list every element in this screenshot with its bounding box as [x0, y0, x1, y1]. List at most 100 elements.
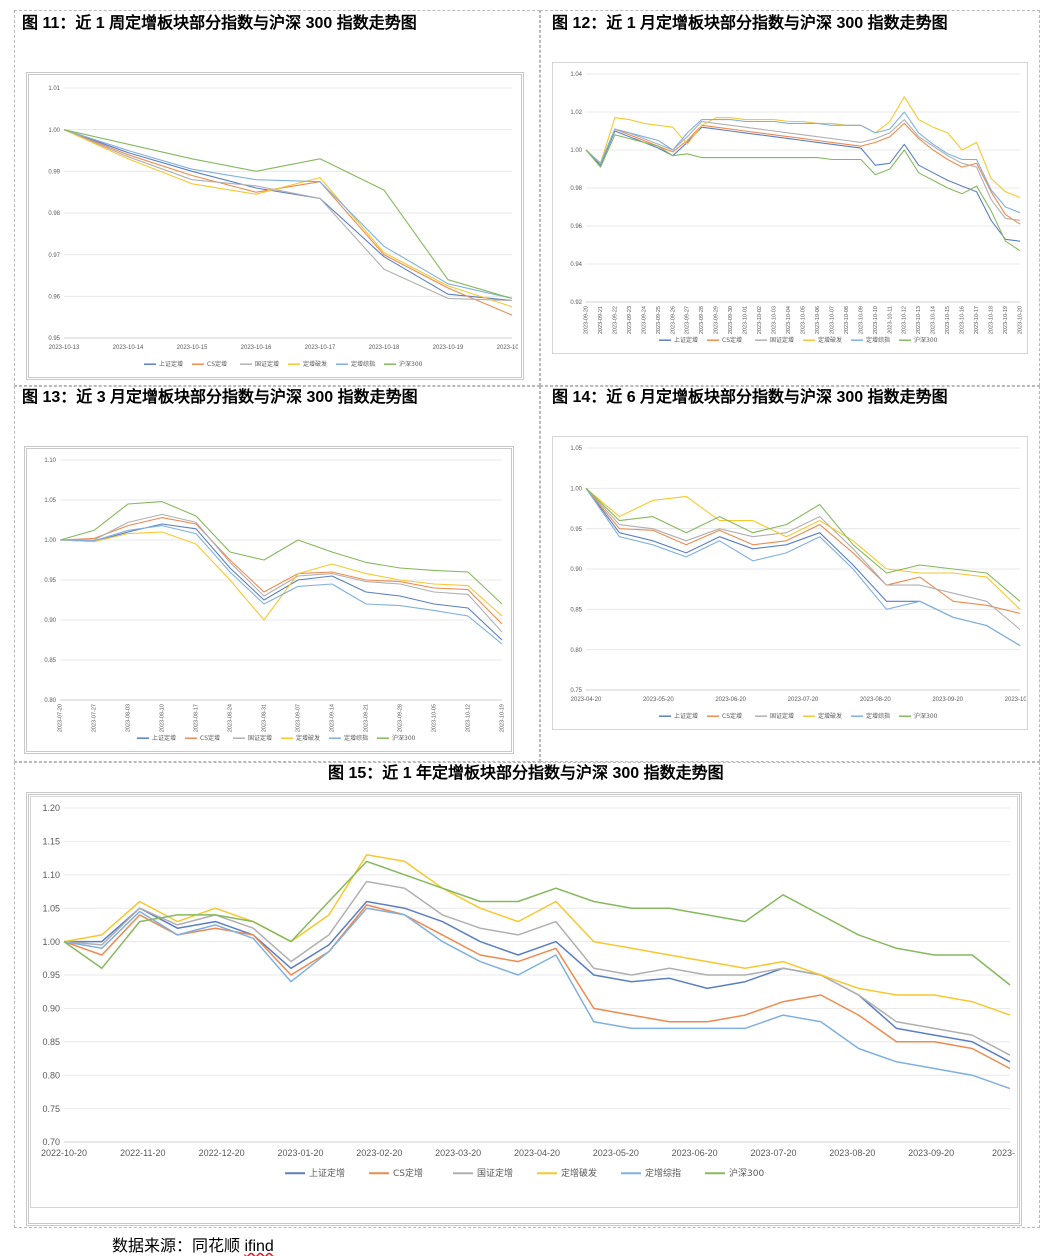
y-tick-label: 1.00 [44, 538, 56, 544]
y-tick-label: 1.00 [42, 937, 60, 947]
series-line [63, 904, 1011, 1070]
legend-label: 定增破发 [303, 360, 327, 368]
fig11-chart: 0.95 0.96 0.97 0.98 0.99 1.00 1.01 2023-10-13 20… [48, 86, 518, 368]
fig11-chart-frame [26, 72, 524, 380]
series-line [63, 129, 513, 299]
y-tick-label: 0.90 [44, 618, 56, 624]
data-source-brand: ifind [244, 1238, 274, 1255]
legend-label: CS定增 [722, 712, 742, 720]
x-tick-label: 2023-09-07 [295, 704, 301, 732]
y-tick-label: 0.85 [44, 658, 56, 664]
x-tick-label: 2023-08-24 [227, 704, 233, 732]
x-tick-label: 2023-07-20 [57, 704, 63, 732]
y-tick-label: 0.80 [42, 1070, 60, 1080]
x-tick-label: 2023-10-06 [815, 306, 821, 334]
fig12-chart-frame [552, 62, 1028, 354]
series-line [59, 525, 503, 645]
series-line [63, 129, 513, 316]
y-tick-label: 1.00 [570, 486, 582, 492]
legend-label: 国证定增 [477, 1167, 513, 1179]
legend-label: 定增破发 [561, 1167, 597, 1179]
fig12-chart: 0.92 0.94 0.96 0.98 1.00 1.02 1.04 2023-09-20 20… [570, 72, 1023, 344]
series-line [585, 96, 1021, 199]
x-tick-label: 2023-02-20 [356, 1148, 402, 1158]
x-tick-label: 2023-10-14 [113, 345, 144, 351]
series-line [59, 517, 503, 625]
x-tick-label: 2023-10-01 [743, 306, 749, 334]
x-tick-label: 2023-04-20 [514, 1148, 560, 1158]
legend-label: 沪深300 [729, 1167, 764, 1179]
legend-label: CS定增 [393, 1167, 423, 1179]
x-tick-label: 2023-10-12 [902, 306, 908, 334]
y-tick-label: 1.15 [42, 837, 60, 847]
series-line [585, 126, 1021, 242]
y-tick-label: 0.96 [48, 294, 60, 300]
x-tick-label: 2023-09-28 [397, 704, 403, 732]
x-tick-label: 2023-10-05 [800, 306, 806, 334]
x-tick-label: 2023-09-28 [699, 306, 705, 334]
x-tick-label: 2022-11-20 [120, 1148, 165, 1158]
legend-label: 沪深300 [914, 712, 938, 720]
x-tick-label: 2023-01-20 [277, 1148, 323, 1158]
legend-label: 上证定增 [309, 1167, 345, 1179]
x-tick-label: 2023-09-25 [656, 306, 662, 334]
x-tick-label: 2023-08-17 [193, 704, 199, 732]
y-tick-label: 1.05 [44, 498, 56, 504]
legend-label: 沪深300 [914, 336, 938, 344]
legend-label: 定增破发 [818, 712, 842, 720]
y-tick-label: 1.00 [48, 128, 60, 134]
x-tick-label: 2023-10-09 [858, 306, 864, 334]
panel-fig12 [540, 10, 1040, 386]
series-line [63, 860, 1011, 986]
x-tick-label: 2023-07-27 [91, 704, 97, 732]
x-tick-label: 2023-10-15 [945, 306, 951, 334]
legend-label: 国证定增 [248, 734, 272, 742]
legend-label: 定增综指 [344, 734, 368, 742]
y-tick-label: 1.10 [42, 870, 60, 880]
y-tick-label: 0.95 [570, 527, 582, 533]
legend-label: 国证定增 [255, 360, 279, 368]
x-tick-label: 2023-10-19 [1003, 306, 1009, 334]
y-tick-label: 1.01 [48, 86, 60, 92]
x-tick-label: 2023-10-02 [757, 306, 763, 334]
x-tick-label: 2023-10-20 [1017, 306, 1023, 334]
x-tick-label: 2022-12-20 [199, 1148, 245, 1158]
legend-label: CS定增 [200, 734, 220, 742]
x-tick-label: 2023-10-05 [431, 704, 437, 732]
fig14-chart-frame [552, 436, 1028, 730]
series-line [585, 487, 1021, 630]
x-tick-label: 2023-10-10 [873, 306, 879, 334]
x-tick-label: 2023-09-29 [714, 306, 720, 334]
x-tick-label: 2023-08-20 [829, 1148, 875, 1158]
x-tick-label: 2023-10-15 [177, 345, 208, 351]
y-tick-label: 0.70 [42, 1137, 60, 1147]
x-tick-label: 2023-08-20 [860, 697, 891, 703]
legend-label: 上证定增 [674, 712, 698, 720]
series-line [63, 854, 1011, 1016]
y-tick-label: 0.85 [570, 607, 582, 613]
x-tick-label: 2023-09-22 [612, 306, 618, 334]
x-tick-label: 2023-10-12 [465, 704, 471, 732]
legend-label: 定增综指 [866, 712, 890, 720]
x-tick-label: 2023-05-20 [593, 1148, 639, 1158]
x-tick-label: 2023-10-11 [887, 306, 893, 334]
x-tick-label: 2023-09-20 [932, 697, 963, 703]
x-tick-label: 2023-10-19 [433, 345, 464, 351]
y-tick-label: 0.95 [44, 578, 56, 584]
legend-label: 上证定增 [152, 734, 176, 742]
x-tick-label: 2023-09-20 [908, 1148, 954, 1158]
series-line [63, 129, 513, 299]
y-tick-label: 0.96 [570, 224, 582, 230]
y-tick-label: 0.90 [42, 1004, 60, 1014]
panel-fig11 [14, 10, 540, 386]
fig11-title: 图 11：近 1 周定增板块部分指数与沪深 300 指数走势图 [22, 15, 417, 32]
series-line [63, 129, 513, 308]
x-tick-label: 2023-10-17 [974, 306, 980, 334]
x-tick-label: 2023-09-21 [598, 306, 604, 334]
y-tick-label: 1.20 [42, 803, 60, 813]
series-line [63, 129, 513, 302]
panel-fig15 [14, 762, 1040, 1228]
fig13-chart: 0.80 0.85 0.90 0.95 1.00 1.05 1.10 2023-07-20 20… [44, 458, 505, 742]
x-tick-label: 2023-09-26 [670, 306, 676, 334]
fig15-title: 图 15：近 1 年定增板块部分指数与沪深 300 指数走势图 [328, 765, 724, 782]
